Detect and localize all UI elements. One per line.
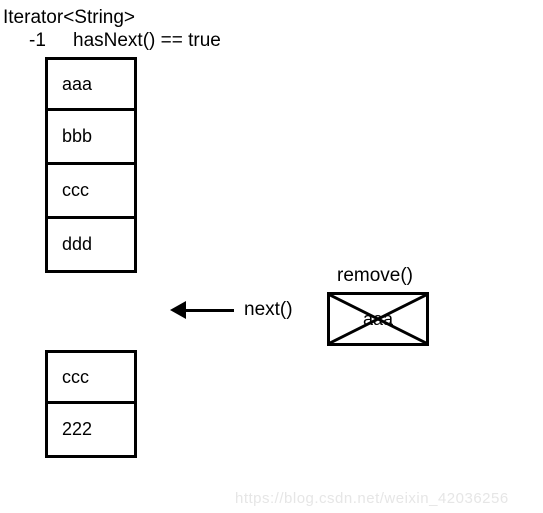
stack-top: aaa bbb ccc ddd [45,57,137,273]
arrow-line [186,309,234,312]
next-label: next() [244,299,293,321]
removed-box: aaa [327,292,429,346]
remove-label: remove() [337,265,413,287]
list-item: ccc [45,350,137,404]
list-item: aaa [45,57,137,111]
hasnext-label: hasNext() == true [73,30,221,52]
list-item: bbb [45,111,137,165]
cross-icon [330,295,426,343]
watermark: https://blog.csdn.net/weixin_42036256 [235,490,509,507]
list-item: ddd [45,219,137,273]
list-item: ccc [45,165,137,219]
index-label: -1 [29,30,46,52]
arrow-left-icon [170,301,186,319]
stack-bottom: ccc 222 [45,350,137,458]
next-arrow: next() [170,299,293,321]
list-item: 222 [45,404,137,458]
title-label: Iterator<String> [3,7,135,29]
